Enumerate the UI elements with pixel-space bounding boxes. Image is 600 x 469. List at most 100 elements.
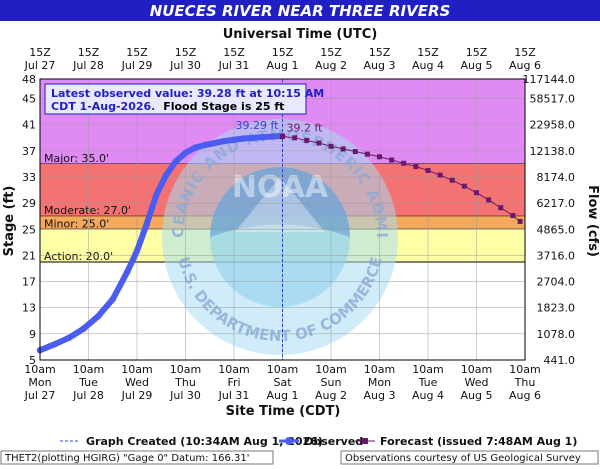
forecast-point xyxy=(304,137,310,143)
forecast-point xyxy=(280,134,285,140)
legend-graph-created: Graph Created (10:34AM Aug 1, 2026) xyxy=(86,435,323,448)
y-axis-label-left: Stage (ft) xyxy=(2,186,17,257)
observed-point xyxy=(143,220,150,228)
top-tick-date: Aug 6 xyxy=(509,59,541,72)
y-tick-label: 45 xyxy=(22,93,36,106)
x-tick-time: 10am xyxy=(315,363,346,376)
observed-point xyxy=(95,313,102,320)
top-tick-date: Aug 4 xyxy=(412,59,444,72)
x-tick-time: 10am xyxy=(121,363,152,376)
y-tick-label: 25 xyxy=(22,223,36,236)
legend-forecast: Forecast (issued 7:48AM Aug 1) xyxy=(380,435,577,448)
footer-left-box xyxy=(0,450,274,465)
observed-point xyxy=(221,137,228,145)
forecast-point xyxy=(498,205,504,211)
flood-label-minor: Minor: 25.0' xyxy=(44,217,109,230)
info-line-1: Latest observed value: 39.28 ft at 10:15… xyxy=(51,87,324,100)
bottom-axis-title: Site Time (CDT) xyxy=(226,404,341,419)
y-tick-label: 29 xyxy=(22,197,36,210)
y-tick-label: 37 xyxy=(22,145,36,158)
top-tick-time: 15Z xyxy=(466,46,488,59)
info-line-2: CDT 1-Aug-2026. Flood Stage is 25 ft xyxy=(51,100,284,113)
forecast-point xyxy=(328,143,334,149)
flow-tick-label: 58517.0 xyxy=(530,93,576,106)
legend-observed: Observed xyxy=(304,435,363,448)
x-tick-time: 10am xyxy=(218,363,249,376)
forecast-point xyxy=(461,183,467,189)
observed-point xyxy=(211,139,218,147)
x-tick-date: Aug 5 xyxy=(461,389,493,402)
x-tick-date: Jul 28 xyxy=(72,389,104,402)
observed-point xyxy=(124,268,131,275)
top-tick-time: 15Z xyxy=(175,46,197,59)
forecast-point xyxy=(364,151,370,157)
legend-forecast-marker xyxy=(362,438,368,444)
forecast-point xyxy=(437,172,443,178)
top-tick-time: 15Z xyxy=(272,46,294,59)
x-tick-day: Tue xyxy=(78,376,98,389)
axes: 5 9 13 17 21 25 29 33 37 41 45 48 441.0 1078.0 1823.0 2… xyxy=(22,46,575,402)
x-tick-day: Fri xyxy=(227,376,240,389)
x-tick-time: 10am xyxy=(24,363,55,376)
forecast-point xyxy=(389,157,395,163)
top-tick-date: Jul 29 xyxy=(121,59,153,72)
x-tick-date: Aug 1 xyxy=(267,389,299,402)
top-tick-time: 15Z xyxy=(369,46,391,59)
top-tick-date: Jul 28 xyxy=(72,59,104,72)
flow-tick-label: 4865.0 xyxy=(537,223,576,236)
flow-tick-label: 6217.0 xyxy=(537,197,576,210)
top-axis-title: Universal Time (UTC) xyxy=(223,27,378,42)
forecast-crest-label: 39.2 ft xyxy=(287,122,324,135)
y-tick-label: 41 xyxy=(22,119,36,132)
flow-tick-label: 1078.0 xyxy=(537,328,576,341)
forecast-point xyxy=(316,140,322,146)
observed-point xyxy=(192,144,199,151)
x-tick-date: Aug 6 xyxy=(509,389,541,402)
x-tick-day: Sun xyxy=(321,376,342,389)
forecast-point xyxy=(474,190,479,196)
observed-point xyxy=(250,134,257,142)
x-tick-date: Aug 3 xyxy=(364,389,396,402)
footer-right-box xyxy=(340,450,599,465)
flood-label-action: Action: 20.0' xyxy=(44,250,113,263)
top-tick-time: 15Z xyxy=(514,46,536,59)
observed-point xyxy=(133,247,141,255)
forecast-point xyxy=(486,197,492,203)
title-bar xyxy=(0,0,600,21)
forecast-point xyxy=(401,160,407,166)
x-tick-day: Wed xyxy=(125,376,149,389)
flow-tick-label: 1823.0 xyxy=(537,302,576,315)
observed-point xyxy=(172,158,179,165)
forecast-point xyxy=(352,149,358,155)
y-tick-label: 21 xyxy=(22,249,36,262)
observed-point xyxy=(269,133,276,140)
x-tick-day: Thu xyxy=(514,376,536,389)
flow-tick-label: 8174.0 xyxy=(537,171,576,184)
x-tick-time: 10am xyxy=(170,363,201,376)
info-box xyxy=(44,83,307,115)
forecast-point xyxy=(377,154,382,160)
x-tick-time: 10am xyxy=(461,363,492,376)
flow-tick-label: 22958.0 xyxy=(530,119,576,132)
top-tick-date: Aug 2 xyxy=(315,59,347,72)
x-tick-time: 10am xyxy=(267,363,298,376)
flood-label-major: Major: 35.0' xyxy=(44,152,109,165)
forecast-point xyxy=(449,177,455,183)
footer-right: Observations courtesy of US Geological S… xyxy=(345,453,581,464)
watermark-noaa: NOAA xyxy=(232,170,329,205)
observed-crest-label: 39.29 ft xyxy=(236,119,280,132)
top-tick-date: Aug 5 xyxy=(461,59,493,72)
watermark-inner-disc xyxy=(210,167,350,307)
top-tick-time: 15Z xyxy=(223,46,245,59)
footer-left: THET2(plotting HGIRG) "Gage 0" Datum: 16… xyxy=(4,453,249,464)
observed-point xyxy=(230,136,238,143)
y-tick-label: 9 xyxy=(29,328,36,341)
y-tick-label: 17 xyxy=(22,276,36,289)
flow-tick-label: 12138.0 xyxy=(530,145,576,158)
top-tick-time: 15Z xyxy=(126,46,148,59)
top-tick-date: Aug 3 xyxy=(364,59,396,72)
x-tick-date: Aug 4 xyxy=(412,389,444,402)
observed-point xyxy=(65,334,73,341)
observed-point xyxy=(201,141,209,149)
